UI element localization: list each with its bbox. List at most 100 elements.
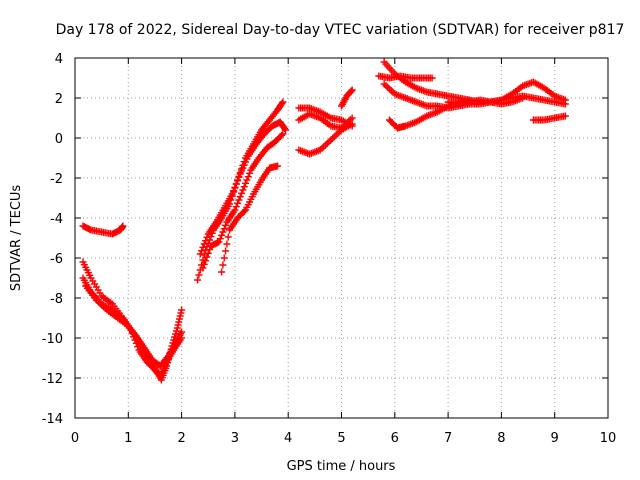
data-series bbox=[375, 72, 436, 82]
data-point bbox=[239, 186, 247, 194]
data-point bbox=[278, 99, 286, 107]
data-point bbox=[234, 177, 242, 185]
data-point bbox=[274, 162, 282, 170]
data-point bbox=[279, 130, 287, 138]
data-point bbox=[223, 240, 231, 248]
data-point bbox=[347, 87, 355, 95]
data-point bbox=[219, 228, 227, 236]
data-point bbox=[224, 233, 232, 241]
x-tick-label: 9 bbox=[551, 431, 559, 446]
data-point bbox=[243, 176, 251, 184]
data-point bbox=[119, 222, 127, 230]
x-tick-label: 2 bbox=[177, 431, 185, 446]
data-point bbox=[202, 237, 210, 245]
data-point bbox=[238, 189, 246, 197]
plot-frame bbox=[74, 57, 609, 419]
y-axis-label: SDTVAR / TECUs bbox=[9, 185, 24, 292]
grid-lines bbox=[75, 58, 608, 418]
data-point bbox=[232, 203, 240, 211]
data-series bbox=[338, 86, 356, 110]
data-point bbox=[198, 247, 206, 255]
y-tick-labels: -14 -12 -10 -8 -6 -4 -2 0 2 4 bbox=[42, 52, 63, 427]
data-point bbox=[202, 257, 210, 265]
data-point bbox=[244, 173, 252, 181]
chart-title: Day 178 of 2022, Sidereal Day-to-day VTE… bbox=[56, 22, 625, 38]
y-tick-label: -6 bbox=[50, 252, 63, 267]
data-points bbox=[79, 58, 569, 384]
data-point bbox=[203, 233, 211, 241]
x-tick-label: 8 bbox=[497, 431, 505, 446]
data-point bbox=[218, 268, 226, 276]
data-point bbox=[228, 190, 236, 198]
y-tick-label: -8 bbox=[50, 292, 63, 307]
x-tick-label: 4 bbox=[284, 431, 292, 446]
data-series bbox=[79, 222, 127, 238]
data-point bbox=[282, 126, 290, 134]
x-tick-label: 0 bbox=[71, 431, 79, 446]
data-point bbox=[203, 253, 211, 261]
data-point bbox=[196, 250, 204, 258]
x-tick-label: 3 bbox=[231, 431, 239, 446]
x-tick-labels: 0 1 2 3 4 5 6 7 8 9 10 bbox=[71, 431, 616, 446]
data-series bbox=[295, 120, 356, 158]
x-tick-label: 7 bbox=[444, 431, 452, 446]
y-tick-label: -4 bbox=[50, 212, 63, 227]
y-tick-label: -14 bbox=[42, 412, 63, 427]
y-tick-label: -2 bbox=[50, 172, 63, 187]
data-point bbox=[215, 238, 223, 246]
data-point bbox=[231, 183, 239, 191]
x-tick-label: 10 bbox=[600, 431, 617, 446]
data-series bbox=[444, 94, 527, 108]
data-point bbox=[231, 206, 239, 214]
data-point bbox=[348, 86, 356, 94]
data-series bbox=[199, 130, 287, 272]
data-point bbox=[200, 260, 208, 268]
data-point bbox=[246, 169, 254, 177]
data-point bbox=[195, 271, 203, 279]
y-tick-label: 4 bbox=[55, 52, 63, 67]
data-point bbox=[242, 179, 250, 187]
data-point bbox=[222, 247, 230, 255]
data-series bbox=[79, 258, 186, 384]
x-axis-label: GPS time / hours bbox=[287, 459, 396, 474]
data-point bbox=[230, 187, 238, 195]
y-tick-label: -12 bbox=[42, 372, 63, 387]
data-point bbox=[278, 131, 286, 139]
data-point bbox=[220, 254, 228, 262]
data-point bbox=[240, 183, 248, 191]
data-point bbox=[178, 328, 186, 336]
y-tick-label: 0 bbox=[55, 132, 63, 147]
y-tick-label: 2 bbox=[55, 92, 63, 107]
data-point bbox=[219, 261, 227, 269]
data-point bbox=[281, 125, 289, 133]
data-point bbox=[348, 120, 356, 128]
data-point bbox=[222, 221, 230, 229]
data-point bbox=[218, 231, 226, 239]
data-point bbox=[348, 114, 356, 122]
data-point bbox=[199, 264, 207, 272]
data-series bbox=[82, 282, 186, 370]
data-point bbox=[236, 193, 244, 201]
x-tick-label: 5 bbox=[337, 431, 345, 446]
data-series bbox=[529, 112, 569, 124]
data-point bbox=[561, 96, 569, 104]
data-point bbox=[240, 207, 248, 215]
data-point bbox=[519, 94, 527, 102]
data-point bbox=[216, 235, 224, 243]
data-point bbox=[199, 243, 207, 251]
data-point bbox=[428, 74, 436, 82]
data-point bbox=[206, 246, 214, 254]
x-tick-label: 1 bbox=[124, 431, 132, 446]
data-point bbox=[235, 196, 243, 204]
data-point bbox=[194, 276, 202, 284]
data-point bbox=[279, 98, 287, 106]
data-point bbox=[232, 180, 240, 188]
x-tick-label: 6 bbox=[391, 431, 399, 446]
data-point bbox=[235, 173, 243, 181]
data-point bbox=[178, 306, 186, 314]
data-series bbox=[196, 118, 290, 258]
data-point bbox=[234, 199, 242, 207]
data-point bbox=[204, 249, 212, 257]
data-point bbox=[220, 225, 228, 233]
